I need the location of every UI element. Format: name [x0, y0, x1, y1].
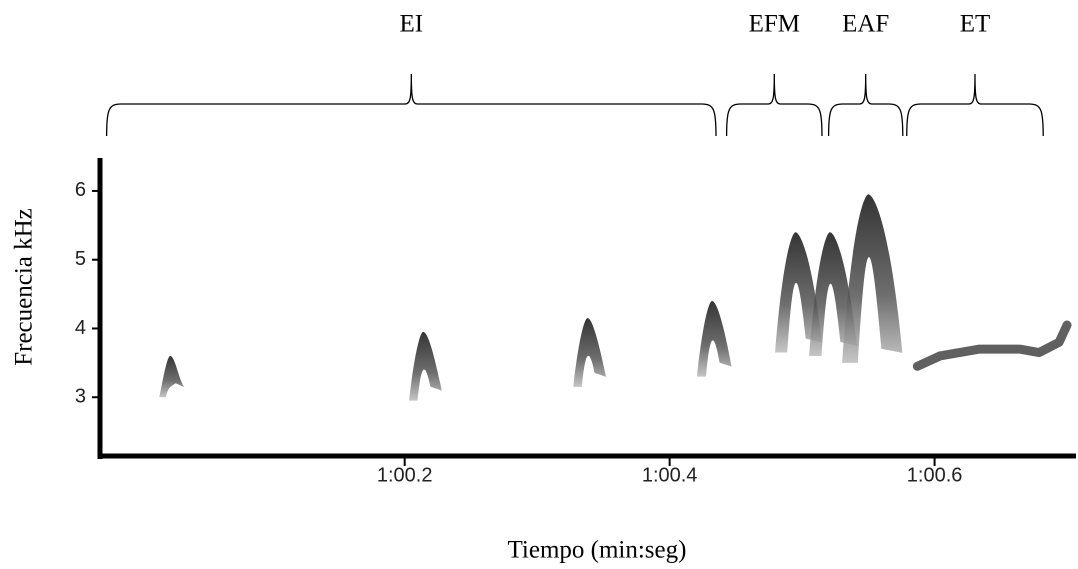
y-axis-label: Frecuencia kHz — [11, 208, 38, 366]
y-tick-label: 5 — [75, 248, 86, 270]
y-tick-label: 6 — [75, 179, 86, 201]
syllable — [809, 232, 858, 356]
syllable — [696, 300, 732, 377]
syllable — [159, 355, 185, 398]
segment-bracket — [906, 73, 1044, 137]
segment-bracket — [725, 73, 823, 137]
syllable — [573, 318, 607, 387]
y-tick-label: 3 — [75, 386, 86, 408]
segment-label: EAF — [842, 11, 889, 38]
trill — [912, 320, 1072, 371]
x-axis-label: Tiempo (min:seg) — [508, 537, 687, 564]
x-tick-label: 1:00.4 — [642, 464, 698, 486]
segment-bracket — [105, 73, 717, 137]
segment-label: EFM — [749, 11, 800, 38]
y-tick-label: 4 — [75, 317, 86, 339]
x-tick-label: 1:00.6 — [907, 464, 963, 486]
segment-label: EI — [400, 11, 424, 38]
syllable — [408, 331, 442, 401]
syllable — [775, 232, 823, 353]
syllable — [842, 194, 903, 363]
segment-label: ET — [960, 11, 991, 38]
segment-bracket — [827, 73, 904, 137]
x-tick-label: 1:00.2 — [377, 464, 433, 486]
